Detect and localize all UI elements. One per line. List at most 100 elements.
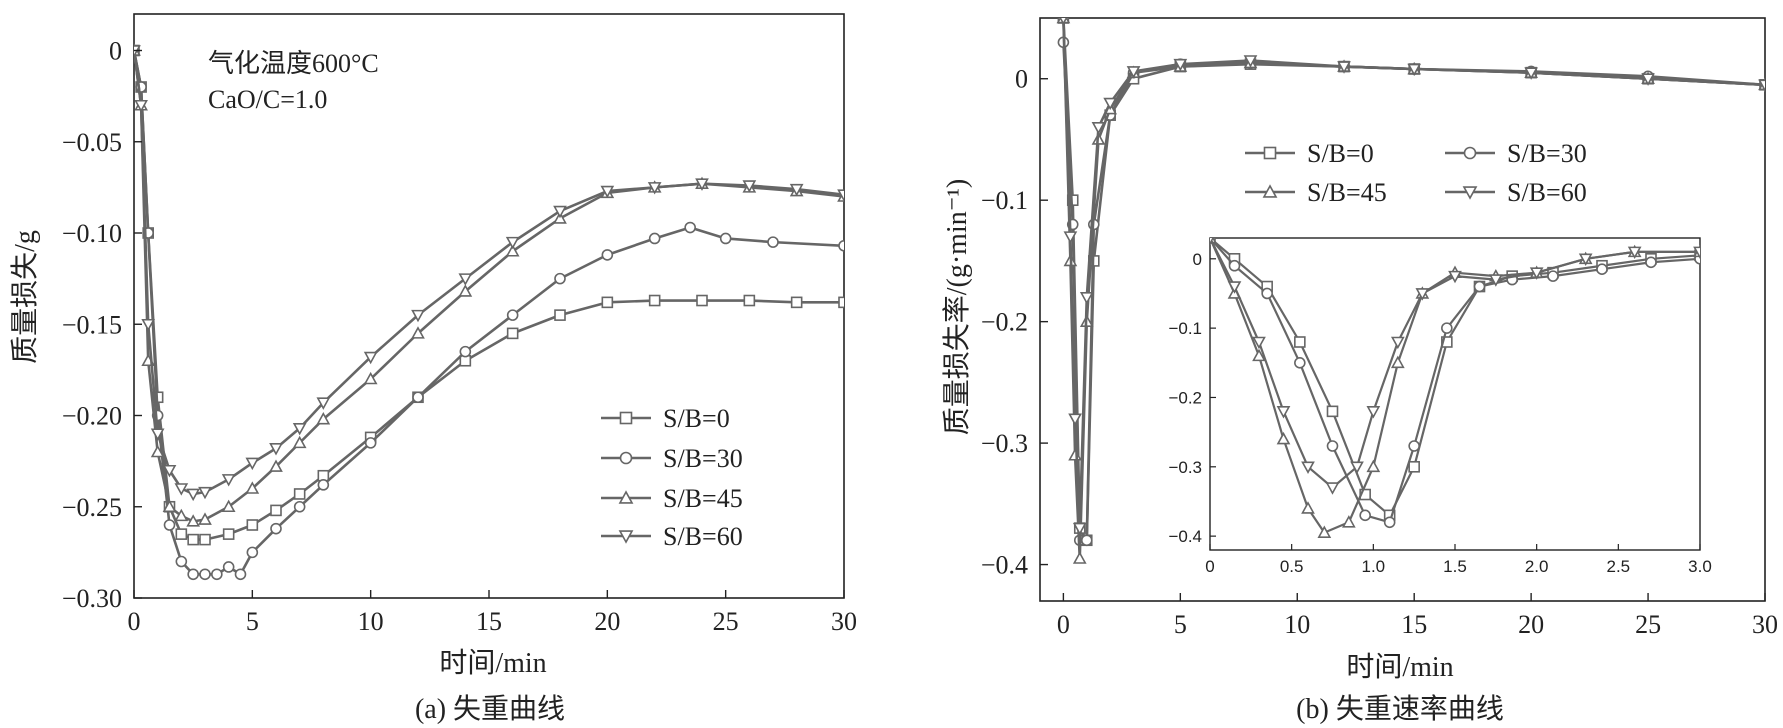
panel-a-series-s-b-0-point bbox=[270, 504, 282, 517]
panel-a-y-tick-label: −0.25 bbox=[62, 493, 122, 522]
panel-b-series-s-b-60-point bbox=[1059, 18, 1068, 26]
panel-b-inset-series-s-b-30-point bbox=[1645, 256, 1657, 269]
panel-b-caption: (b) 失重速率曲线 bbox=[1296, 693, 1504, 725]
panel-a-x-tick-label: 10 bbox=[358, 607, 384, 636]
panel-a-series-s-b-0-point bbox=[222, 528, 235, 540]
panel-b-ticks: 0 5 10 15 20 25 30 0 −0.1 −0.2 −0.3 −0.4 bbox=[981, 65, 1778, 639]
panel-a-series-s-b-45-point bbox=[363, 371, 378, 385]
panel-b-inset-series-s-b-60-point bbox=[1390, 336, 1405, 350]
panel-a-series-s-b-45-point bbox=[221, 499, 236, 513]
panel-a-series-s-b-0-line bbox=[134, 50, 844, 541]
panel-a-ticks: 0 5 10 15 20 25 30 0 −0.05 −0.10 −0.15 −0.20 −0.25 −0… bbox=[62, 37, 857, 637]
panel-b-series-s-b-60 bbox=[1059, 18, 1765, 536]
panel-a-series-s-b-0-point bbox=[743, 294, 756, 307]
panel-b-inset-series-s-b-30-point bbox=[1261, 287, 1273, 300]
panel-b-inset-series-s-b-60-point bbox=[1301, 461, 1315, 474]
panel-a-series-s-b-60-point bbox=[134, 99, 148, 113]
panel-b-inset-series-s-b-60 bbox=[1210, 238, 1700, 495]
panel-b-series-s-b-60-point bbox=[1103, 97, 1118, 111]
panel-a-series-s-b-0-point bbox=[246, 519, 259, 531]
panel-a-series-s-b-30-point bbox=[270, 522, 282, 535]
panel-b-inset-series-s-b-60-point bbox=[1627, 246, 1642, 260]
panel-b-inset-series-group bbox=[1210, 238, 1700, 538]
panel-b-inset-series-s-b-30-point bbox=[1326, 440, 1339, 452]
panel-a-series-s-b-60-point bbox=[141, 318, 156, 332]
panel-b-inset-series-s-b-45-point bbox=[1366, 459, 1381, 473]
panel-a-y-tick-label: −0.05 bbox=[62, 128, 122, 157]
panel-a-series-s-b-30-line bbox=[134, 50, 844, 576]
panel-b-inset-series-s-b-45-point bbox=[1252, 348, 1266, 362]
panel-b-plot-area bbox=[1039, 17, 1766, 602]
panel-b-inset-series-s-b-30-point bbox=[1228, 259, 1241, 272]
panel-b-inset-x-tick-label: 0 bbox=[1205, 557, 1214, 576]
panel-a-series-s-b-60-point bbox=[600, 185, 615, 199]
panel-a-series-s-b-0-point bbox=[838, 296, 844, 309]
panel-b-inset-series-s-b-45-point bbox=[1390, 355, 1405, 369]
panel-b-x-tick-label: 25 bbox=[1635, 610, 1661, 639]
panel-b-legend-s-b-0-label: S/B=0 bbox=[1307, 139, 1374, 168]
panel-a-legend: S/B=0 S/B=30 S/B=45 S/B=60 bbox=[601, 404, 743, 551]
panel-b-series-s-b-60-point bbox=[1243, 55, 1258, 68]
panel-b-series-s-b-60-point bbox=[1063, 231, 1078, 244]
panel-b-x-tick-label: 10 bbox=[1284, 610, 1310, 639]
panel-a-series-s-b-60-point bbox=[695, 178, 709, 191]
panel-a-legend-s-b-60-label: S/B=60 bbox=[663, 522, 743, 551]
panel-a-y-tick-label: −0.10 bbox=[62, 219, 122, 248]
panel-b-inset-y-tick-label: 0 bbox=[1193, 250, 1202, 269]
panel-b-legend-s-b-45-label: S/B=45 bbox=[1307, 178, 1387, 207]
panel-b-inset-series-s-b-30-point bbox=[1408, 440, 1420, 452]
panel-a-x-tick-label: 30 bbox=[831, 607, 857, 636]
panel-a-series-s-b-0-point bbox=[293, 488, 306, 500]
panel-a-series-s-b-45-point bbox=[174, 508, 189, 522]
panel-b-x-tick-label: 20 bbox=[1518, 610, 1544, 639]
panel-a-series-s-b-60 bbox=[134, 45, 844, 502]
panel-a-series-s-b-0-point bbox=[790, 296, 803, 309]
panel-b-inset-frame bbox=[1209, 237, 1701, 551]
panel-a-series-s-b-30-point bbox=[317, 479, 330, 491]
panel-b-series-s-b-60-point bbox=[1524, 67, 1538, 80]
panel-b-inset-series-s-b-0-point bbox=[1408, 460, 1420, 473]
panel-b: 0 5 10 15 20 25 30 0 −0.1 −0.2 −0.3 −0.4 S/B=0 S/B=3… bbox=[941, 17, 1778, 725]
panel-a-series-s-b-45-point bbox=[411, 326, 425, 339]
panel-b-legend-s-b-60-swatch-marker bbox=[1462, 186, 1478, 200]
panel-b-inset-series-s-b-0-point bbox=[1326, 405, 1339, 418]
panel-b-x-tick-label: 5 bbox=[1174, 610, 1187, 639]
panel-a-series-s-b-30-point bbox=[364, 437, 377, 449]
panel-b-inset-x-tick-label: 2.5 bbox=[1607, 557, 1631, 576]
panel-a-series-s-b-45-point bbox=[505, 244, 520, 257]
panel-a-y-tick-label: −0.15 bbox=[62, 310, 122, 339]
panel-a-series-s-b-60-point bbox=[505, 236, 520, 250]
panel-a-series-s-b-60-point bbox=[411, 309, 425, 323]
panel-a-series-s-b-0-point bbox=[199, 533, 211, 546]
panel-a-series-s-b-30-point bbox=[719, 232, 732, 245]
panel-b-legend-s-b-45-swatch-marker bbox=[1262, 184, 1278, 198]
panel-b-legend-s-b-30-label: S/B=30 bbox=[1507, 139, 1587, 168]
panel-b-inset-series-s-b-30-point bbox=[1547, 270, 1559, 282]
panel-b-inset: 0 0.5 1.0 1.5 2.0 2.5 3.0 0 −0.1 −0.2 −0.3 −0.4 bbox=[1168, 237, 1712, 576]
panel-a-series-s-b-45-point bbox=[458, 284, 473, 297]
panel-b-inset-series-s-b-60-point bbox=[1529, 267, 1544, 280]
panel-a-x-tick-label: 5 bbox=[246, 607, 259, 636]
panel-a-series-s-b-30-point bbox=[601, 249, 614, 261]
panel-a-annotation-ratio: CaO/C=1.0 bbox=[208, 85, 327, 114]
panel-a-series-s-b-45-point bbox=[245, 481, 260, 494]
panel-b-series-s-b-60-point bbox=[1072, 522, 1087, 536]
panel-a-series-s-b-30-point bbox=[554, 272, 566, 285]
panel-a-series-s-b-30-point bbox=[459, 345, 472, 358]
panel-a-series-s-b-30-point bbox=[293, 500, 306, 513]
panel-a-series-s-b-60-point bbox=[162, 464, 177, 478]
panel-a-series-s-b-60-point bbox=[245, 457, 260, 471]
panel-a-plot-area bbox=[133, 13, 845, 599]
panel-a-x-axis-label: 时间/min bbox=[439, 647, 546, 679]
panel-a-series-s-b-60-point bbox=[553, 205, 567, 219]
panel-a-series-s-b-0-point bbox=[601, 296, 614, 309]
panel-b-inset-x-tick-label: 2.0 bbox=[1525, 557, 1549, 576]
panel-b-y-tick-label: 0 bbox=[1015, 65, 1028, 94]
panel-b-series-s-b-60-point bbox=[1126, 66, 1141, 79]
panel-a: 0 5 10 15 20 25 30 0 −0.05 −0.10 −0.15 −0.20 −0.25 −0… bbox=[9, 13, 857, 725]
panel-b-inset-series-s-b-30-point bbox=[1383, 516, 1396, 529]
panel-b-x-tick-label: 15 bbox=[1401, 610, 1427, 639]
panel-b-inset-series-s-b-30-point bbox=[1596, 263, 1608, 276]
panel-b-series-group bbox=[1056, 18, 1765, 564]
